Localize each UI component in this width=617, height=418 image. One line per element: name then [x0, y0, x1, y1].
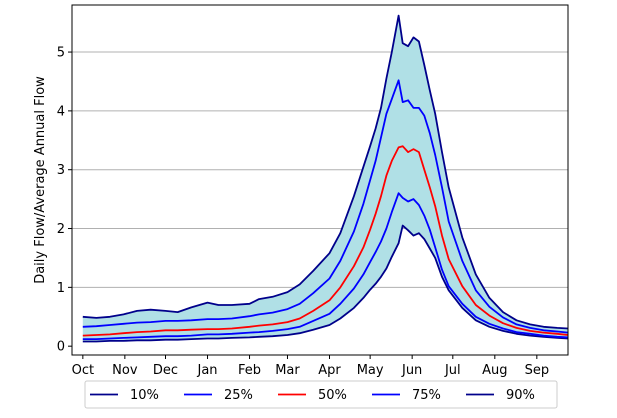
- legend-label: 10%: [130, 388, 159, 403]
- legend-label: 75%: [412, 388, 441, 403]
- plot-frame: [71, 4, 569, 356]
- legend-label: 90%: [506, 388, 535, 403]
- x-tick-label: Mar: [275, 363, 300, 378]
- x-tick-label: May: [357, 363, 384, 378]
- y-tick-label: 0: [57, 340, 65, 355]
- legend: 10% 25% 50% 75% 90%: [84, 380, 558, 409]
- series-line-10pct: [82, 224, 569, 343]
- legend-label: 50%: [318, 388, 347, 403]
- y-tick-label: 4: [57, 104, 65, 119]
- y-axis-title: Daily Flow/Average Annual Flow: [33, 76, 48, 284]
- series-line-90pct: [82, 14, 569, 330]
- x-tick-label: Aug: [482, 363, 507, 378]
- band-fill-10-90: [82, 15, 569, 342]
- x-tick-label: Jan: [196, 363, 217, 378]
- x-axis: Oct Nov Dec Jan Feb Mar Apr May Jun Jul Aug Sep: [72, 355, 549, 378]
- x-tick-label: Oct: [72, 363, 94, 378]
- y-tick-label: 5: [57, 46, 65, 61]
- y-axis: 0 1 2 3 4 5: [57, 46, 72, 355]
- x-tick-label: Jul: [444, 363, 461, 378]
- y-tick-label: 2: [57, 222, 65, 237]
- y-tick-label: 1: [57, 281, 65, 296]
- x-tick-label: Apr: [318, 363, 341, 378]
- gridlines: [72, 51, 568, 288]
- series-lines: [82, 14, 569, 343]
- x-tick-label: Nov: [112, 363, 138, 378]
- series-line-25pct: [82, 192, 569, 341]
- x-tick-label: Jun: [401, 363, 422, 378]
- x-tick-label: Feb: [238, 363, 261, 378]
- legend-frame: [84, 380, 558, 409]
- y-tick-label: 3: [57, 163, 65, 178]
- series-line-50pct: [82, 145, 569, 337]
- legend-label: 25%: [224, 388, 253, 403]
- x-tick-label: Sep: [525, 363, 550, 378]
- series-line-75pct: [82, 79, 569, 334]
- x-tick-label: Dec: [153, 363, 178, 378]
